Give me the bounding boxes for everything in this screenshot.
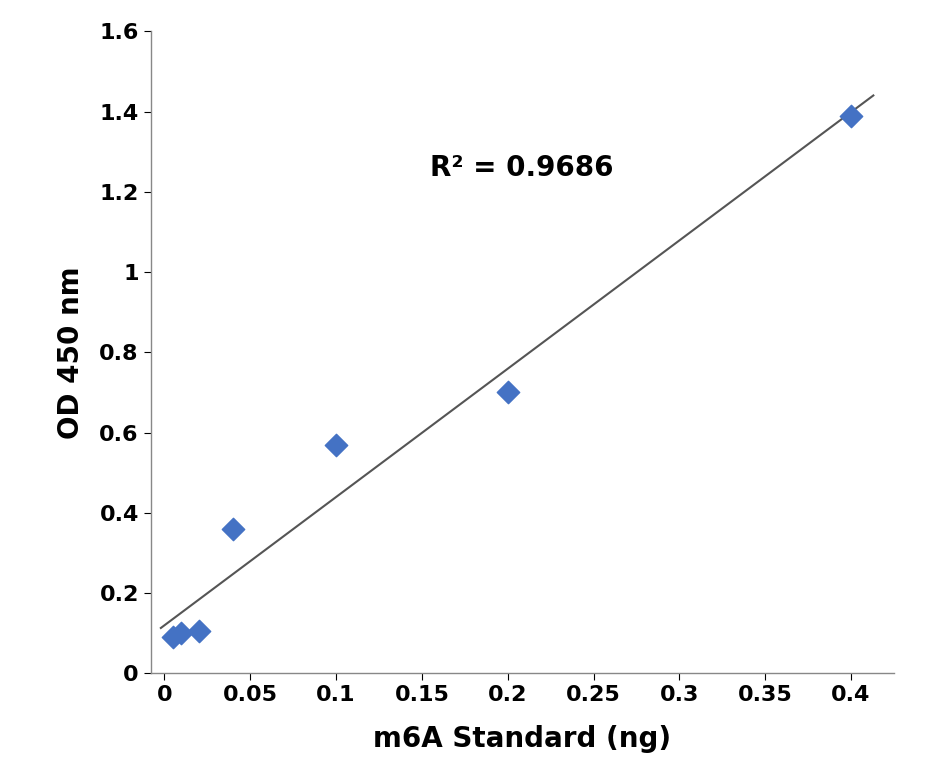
Text: R² = 0.9686: R² = 0.9686 — [430, 153, 614, 182]
Point — [843, 110, 858, 122]
Point — [226, 523, 241, 536]
X-axis label: m6A Standard (ng): m6A Standard (ng) — [374, 724, 671, 752]
Y-axis label: OD 450 nm: OD 450 nm — [57, 266, 86, 438]
Point — [500, 386, 515, 399]
Point — [328, 438, 343, 451]
Point — [166, 631, 181, 644]
Point — [174, 627, 189, 640]
Point — [191, 625, 206, 637]
